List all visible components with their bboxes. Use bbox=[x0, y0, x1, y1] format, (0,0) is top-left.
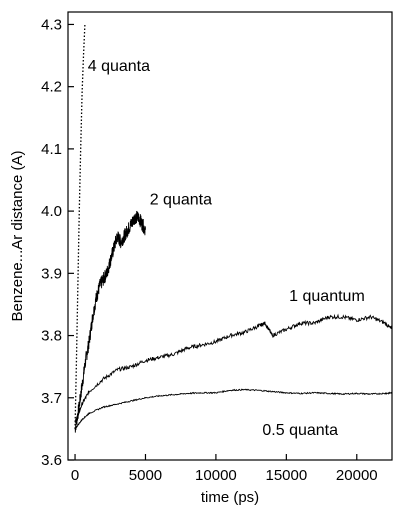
series-1-quantum bbox=[75, 315, 392, 422]
y-tick-label: 4.0 bbox=[41, 203, 62, 220]
y-tick-label: 4.1 bbox=[41, 141, 62, 158]
x-tick-label: 10000 bbox=[195, 467, 237, 484]
ticks: 0 5000 10000 15000 20000 3.6 3.7 3.8 3.9 4.0 4.1 4.… bbox=[41, 16, 378, 484]
series-labels: 4 quanta 2 quanta 1 quantum 0.5 quanta bbox=[88, 58, 365, 439]
y-axis-title: Benzene...Ar distance (A) bbox=[9, 151, 26, 322]
x-tick-label: 5000 bbox=[129, 467, 162, 484]
y-tick-label: 4.3 bbox=[41, 16, 62, 33]
series-label: 2 quanta bbox=[150, 192, 212, 209]
x-axis-title: time (ps) bbox=[201, 489, 259, 506]
y-tick-label: 3.9 bbox=[41, 265, 62, 282]
y-tick-label: 3.7 bbox=[41, 390, 62, 407]
series-0-5-quanta bbox=[75, 389, 392, 429]
series-label: 1 quantum bbox=[289, 288, 365, 305]
y-tick-label: 4.2 bbox=[41, 79, 62, 96]
x-tick-label: 20000 bbox=[336, 467, 378, 484]
y-tick-label: 3.8 bbox=[41, 328, 62, 345]
x-tick-label: 0 bbox=[71, 467, 79, 484]
y-tick-label: 3.6 bbox=[41, 452, 62, 469]
series-layer bbox=[75, 24, 392, 432]
x-tick-label: 15000 bbox=[265, 467, 307, 484]
series-label: 4 quanta bbox=[88, 58, 150, 75]
series-label: 0.5 quanta bbox=[262, 422, 338, 439]
